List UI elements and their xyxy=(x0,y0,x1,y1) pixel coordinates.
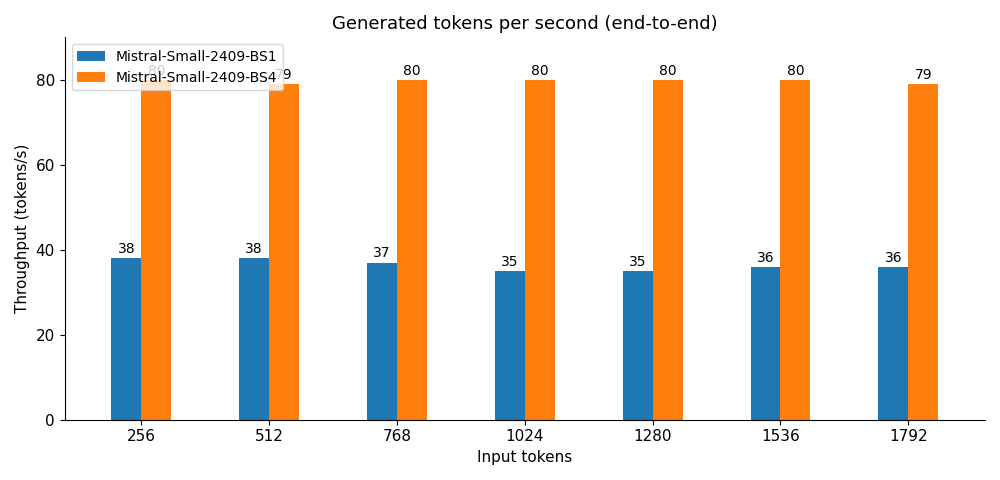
Text: 35: 35 xyxy=(501,255,519,269)
Text: 80: 80 xyxy=(403,64,421,78)
Bar xyxy=(751,267,780,420)
Text: 36: 36 xyxy=(757,251,774,264)
Text: 38: 38 xyxy=(118,242,135,256)
Text: 36: 36 xyxy=(885,251,902,264)
Text: 80: 80 xyxy=(787,64,804,78)
Text: 80: 80 xyxy=(659,64,676,78)
Bar xyxy=(269,84,299,420)
Bar xyxy=(239,258,269,420)
Text: 80: 80 xyxy=(531,64,549,78)
Bar xyxy=(525,80,555,420)
Bar xyxy=(111,258,141,420)
Bar xyxy=(878,267,908,420)
Bar xyxy=(623,271,653,420)
Text: 80: 80 xyxy=(148,64,165,78)
Bar xyxy=(397,80,427,420)
Text: 38: 38 xyxy=(245,242,263,256)
Text: 79: 79 xyxy=(275,68,293,82)
Y-axis label: Throughput (tokens/s): Throughput (tokens/s) xyxy=(15,144,30,313)
Text: 35: 35 xyxy=(629,255,646,269)
Text: 37: 37 xyxy=(373,246,391,260)
Bar xyxy=(780,80,810,420)
Text: 79: 79 xyxy=(914,68,932,82)
Legend: Mistral-Small-2409-BS1, Mistral-Small-2409-BS4: Mistral-Small-2409-BS1, Mistral-Small-24… xyxy=(72,44,283,90)
Title: Generated tokens per second (end-to-end): Generated tokens per second (end-to-end) xyxy=(332,15,718,33)
Bar xyxy=(653,80,683,420)
Bar xyxy=(367,263,397,420)
X-axis label: Input tokens: Input tokens xyxy=(477,450,572,465)
Bar xyxy=(908,84,938,420)
Bar xyxy=(141,80,171,420)
Bar xyxy=(495,271,525,420)
